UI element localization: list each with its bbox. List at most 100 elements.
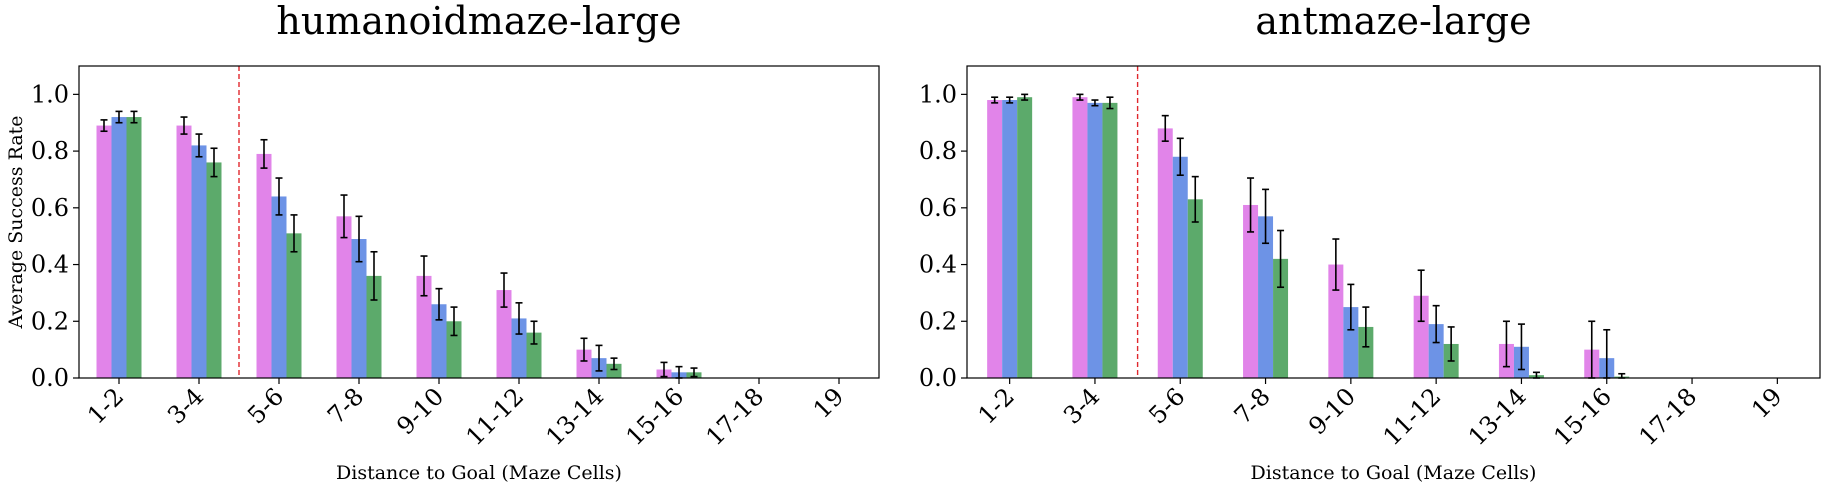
y-tick-label: 1.0 xyxy=(919,80,957,108)
error-bar-series3-3-4 xyxy=(210,147,218,178)
bar-series1-3-4 xyxy=(1072,97,1088,378)
bar-series1-9-10 xyxy=(1328,264,1344,378)
plot-frame xyxy=(966,65,1821,379)
x-axis-label: Distance to Goal (Maze Cells) xyxy=(1251,462,1537,484)
y-tick-label: 0.8 xyxy=(919,137,957,165)
x-tick-label: 15-16 xyxy=(621,382,690,451)
error-bar-series2-13-14 xyxy=(595,344,603,372)
error-bar-series1-3-4 xyxy=(1076,93,1084,101)
error-bar-series1-13-14 xyxy=(580,337,588,362)
bar-series1-11-12 xyxy=(1413,295,1429,378)
x-tick-label: 7-8 xyxy=(1229,382,1276,429)
bar-series2-7-8 xyxy=(351,239,367,378)
error-bar-series3-13-14 xyxy=(610,357,618,371)
error-bar-series1-7-8 xyxy=(1247,177,1255,233)
y-tick-label: 0.4 xyxy=(919,251,957,279)
error-bar-series2-5-6 xyxy=(1176,137,1184,176)
x-tick-label: 13-14 xyxy=(541,382,610,451)
error-bar-series3-1-2 xyxy=(130,110,138,124)
y-tick-label: 0.0 xyxy=(919,364,957,392)
error-bar-series3-5-6 xyxy=(1191,175,1199,223)
error-bar-series2-1-2 xyxy=(1006,96,1014,104)
error-bar-series3-9-10 xyxy=(450,306,458,337)
bar-series2-11-12 xyxy=(1428,324,1444,378)
y-tick-label: 0.8 xyxy=(31,137,69,165)
y-tick-label: 0.6 xyxy=(31,194,69,222)
error-bar-series3-7-8 xyxy=(1277,229,1285,289)
x-tick-label: 3-4 xyxy=(162,382,209,429)
x-axis-label: Distance to Goal (Maze Cells) xyxy=(336,462,622,484)
bar-series2-5-6 xyxy=(1172,156,1188,378)
y-tick-label: 0.0 xyxy=(31,364,69,392)
error-bar-series1-5-6 xyxy=(1161,114,1169,142)
bar-series2-3-4 xyxy=(1087,102,1103,378)
error-bar-series1-5-6 xyxy=(260,138,268,169)
x-tick-label: 1-2 xyxy=(973,382,1020,429)
error-bar-series3-7-8 xyxy=(370,250,378,301)
bar-series1-9-10 xyxy=(416,275,432,378)
x-tick-label: 11-12 xyxy=(461,382,530,451)
error-bar-series2-13-14 xyxy=(1517,323,1525,371)
x-tick-label: 3-4 xyxy=(1058,382,1105,429)
bar-series2-7-8 xyxy=(1258,216,1274,378)
x-tick-label: 17-18 xyxy=(1634,382,1703,451)
error-bar-series2-9-10 xyxy=(1347,283,1355,331)
error-bar-series3-15-16 xyxy=(690,367,698,378)
bar-series2-9-10 xyxy=(1343,307,1359,378)
bar-series1-1-2 xyxy=(987,100,1003,378)
plot-frame xyxy=(78,65,880,379)
bars-group xyxy=(96,110,702,379)
error-bar-series1-11-12 xyxy=(1417,269,1425,323)
bar-series3-9-10 xyxy=(446,321,462,378)
error-bar-series1-11-12 xyxy=(500,272,508,308)
x-tick-label: 17-18 xyxy=(701,382,770,451)
bar-series1-3-4 xyxy=(176,125,192,379)
bars-group xyxy=(987,93,1630,379)
bar-series3-1-2 xyxy=(1017,97,1033,378)
y-tick-label: 1.0 xyxy=(31,80,69,108)
bar-series1-1-2 xyxy=(96,125,112,379)
bar-series3-11-12 xyxy=(526,332,542,378)
chart-title: humanoidmaze-large xyxy=(276,0,681,43)
bar-series1-13-14 xyxy=(576,349,592,378)
bar-series3-9-10 xyxy=(1358,326,1374,378)
bar-series1-5-6 xyxy=(1157,128,1173,378)
y-tick-label: 0.6 xyxy=(919,194,957,222)
x-tick-label: 13-14 xyxy=(1463,382,1532,451)
bar-series1-7-8 xyxy=(1243,204,1259,378)
x-tick-label: 19 xyxy=(808,382,849,423)
x-tick-label: 9-10 xyxy=(391,382,449,440)
error-bar-series1-9-10 xyxy=(420,255,428,297)
error-bar-series1-3-4 xyxy=(180,116,188,135)
chart-panel-2: antmaze-large 0.0 0.2 0.4 0.6 0.8 1.0 1-2 3-4 5-6… xyxy=(919,0,1821,484)
error-bar-series2-3-4 xyxy=(1091,99,1099,107)
error-bar-series3-11-12 xyxy=(530,320,538,345)
error-bar-series2-11-12 xyxy=(1432,304,1440,344)
bar-series3-7-8 xyxy=(1273,258,1289,378)
error-bar-series2-11-12 xyxy=(515,302,523,335)
bar-series1-7-8 xyxy=(336,216,352,378)
error-bar-series3-1-2 xyxy=(1021,93,1029,101)
error-bar-series1-15-16 xyxy=(660,361,668,378)
error-bar-series1-7-8 xyxy=(340,194,348,239)
error-bar-series3-5-6 xyxy=(290,214,298,253)
error-bar-series2-7-8 xyxy=(355,215,363,263)
error-bar-series2-7-8 xyxy=(1262,188,1270,245)
error-bar-series2-9-10 xyxy=(435,287,443,321)
chart-panel-1: humanoidmaze-large 0.0 0.2 0.4 0.6 0.8 1.0 1-2 3… xyxy=(5,0,880,484)
x-tick-label: 9-10 xyxy=(1303,382,1361,440)
bar-series3-7-8 xyxy=(366,275,382,378)
y-tick-label: 0.2 xyxy=(31,307,69,335)
y-tick-label: 0.4 xyxy=(31,251,69,279)
error-bar-series1-1-2 xyxy=(100,119,108,133)
error-bar-series1-1-2 xyxy=(991,96,999,104)
chart-title: antmaze-large xyxy=(1255,0,1531,43)
x-tick-label: 1-2 xyxy=(82,382,129,429)
x-tick-label: 7-8 xyxy=(322,382,369,429)
bar-series1-11-12 xyxy=(496,290,512,378)
x-tick-label: 15-16 xyxy=(1548,382,1617,451)
bar-series3-13-14 xyxy=(606,363,622,378)
bar-series2-9-10 xyxy=(431,304,447,378)
